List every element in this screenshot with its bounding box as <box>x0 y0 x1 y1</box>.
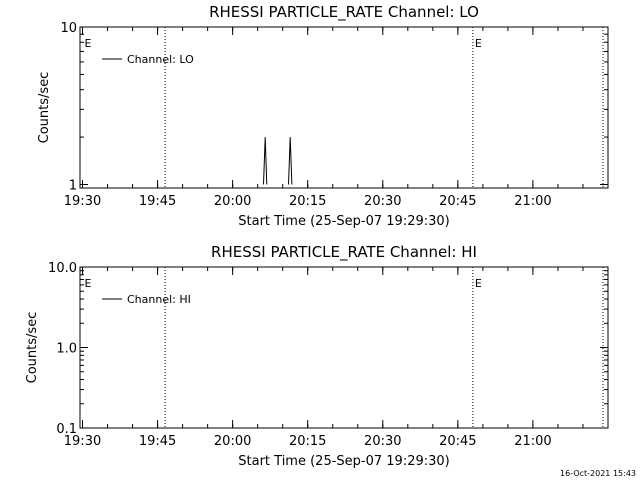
panel2-y-tick-label: 10.0 <box>48 261 77 276</box>
panel2-y-tick-label: 1.0 <box>56 342 77 357</box>
panel1-x-tick-label: 20:15 <box>289 194 326 209</box>
panel1-x-tick-label: 21:00 <box>514 194 551 209</box>
panel2-x-tick-label: 19:45 <box>139 434 176 449</box>
panel2-x-tick-label: 19:30 <box>64 434 101 449</box>
panel2-x-tick-label: 21:00 <box>514 434 551 449</box>
panel2-x-tick-label: 20:00 <box>214 434 251 449</box>
panel2-x-tick-label: 20:45 <box>439 434 476 449</box>
panel1-y-tick-label: 10 <box>60 21 77 36</box>
panel1-legend-label: Channel: LO <box>127 53 194 66</box>
panel1-x-tick-label: 19:30 <box>64 194 101 209</box>
panel2-chart-title: RHESSI PARTICLE_RATE Channel: HI <box>211 243 477 262</box>
panel1-event-marker-label: E <box>85 37 92 50</box>
panel1-x-tick-label: 20:30 <box>364 194 401 209</box>
panel2-legend-label: Channel: HI <box>127 293 191 306</box>
panel1-series-spike <box>263 137 268 185</box>
panel1-event-marker-label: E <box>475 37 482 50</box>
panel1-plot-frame <box>79 26 609 189</box>
panel1-x-tick-label: 19:45 <box>139 194 176 209</box>
panel2-y-axis-label: Counts/sec <box>25 312 40 384</box>
panel1-x-tick-label: 20:00 <box>214 194 251 209</box>
panel2-x-axis-label: Start Time (25-Sep-07 19:29:30) <box>238 454 449 469</box>
panel1-x-axis-label: Start Time (25-Sep-07 19:29:30) <box>238 214 449 229</box>
panel2-y-tick-label: 0.1 <box>56 422 77 437</box>
panel2-x-tick-label: 20:30 <box>364 434 401 449</box>
panel1-y-axis-label: Counts/sec <box>37 72 52 144</box>
panel1-y-tick-label: 1 <box>69 178 77 193</box>
panel1-series-spike <box>288 137 293 185</box>
panel2-plot-frame <box>79 266 609 429</box>
panel1-x-tick-label: 20:45 <box>439 194 476 209</box>
panel2-event-marker-label: E <box>85 277 92 290</box>
panel2-event-marker-label: E <box>475 277 482 290</box>
panel1-chart-title: RHESSI PARTICLE_RATE Channel: LO <box>209 3 479 22</box>
timestamp-label: 16-Oct-2021 15:43 <box>560 469 636 478</box>
panel2-x-tick-label: 20:15 <box>289 434 326 449</box>
